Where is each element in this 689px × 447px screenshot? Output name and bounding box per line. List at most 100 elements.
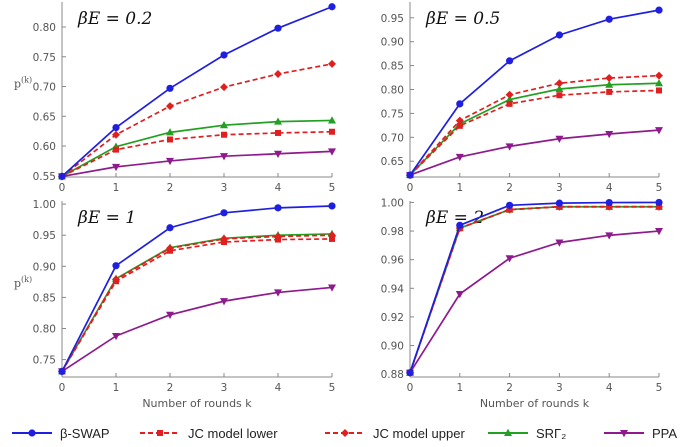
y-tick-label: 1.00 (33, 199, 56, 211)
data-point-ppa (166, 157, 174, 166)
data-point-swap (655, 6, 663, 14)
data-point-swap (274, 204, 282, 212)
data-point-ppa (328, 148, 336, 156)
series-jcl (407, 203, 662, 376)
y-tick-label: 0.75 (33, 52, 56, 64)
series-swap (406, 6, 663, 179)
x-tick-label: 0 (407, 382, 414, 394)
y-tick-label: 0.70 (33, 82, 56, 94)
legend-label-ppa: PPA (652, 426, 677, 441)
x-tick-label: 2 (506, 382, 513, 394)
x-tick-label: 4 (606, 182, 613, 194)
data-point-swap (406, 369, 414, 377)
data-point-jcu (274, 70, 282, 79)
series-line-swap (61, 5, 333, 178)
legend-marker-ppa (620, 430, 628, 438)
series-line-jcl (409, 205, 659, 373)
data-point-srg (655, 79, 663, 87)
data-point-jcu (328, 59, 336, 68)
y-tick-label: 0.80 (381, 85, 404, 97)
data-point-swap (58, 172, 66, 181)
y-tick-label: 0.65 (381, 156, 404, 168)
legend-label-srg: SRΓ₂ (536, 426, 566, 441)
data-point-ppa (328, 284, 336, 292)
data-point-jcl (506, 100, 513, 107)
data-point-jcu (605, 74, 614, 83)
data-point-ppa (605, 232, 614, 240)
data-point-ppa (605, 130, 614, 139)
series-line-srg (409, 82, 660, 176)
data-point-srg (605, 80, 614, 88)
legend-marker-jcu (341, 429, 349, 437)
data-point-jcu (328, 231, 336, 240)
y-tick-label: 0.96 (381, 255, 405, 267)
series-line-ppa (61, 150, 333, 178)
y-tick-label: 0.90 (33, 261, 56, 273)
data-point-swap (555, 199, 564, 207)
data-point-jcu (166, 102, 174, 111)
data-point-ppa (505, 143, 514, 151)
x-tick-label: 5 (329, 182, 336, 194)
data-point-srg (274, 117, 282, 125)
data-point-swap (328, 3, 336, 11)
data-point-srg (505, 95, 514, 103)
series-ppa (406, 127, 663, 180)
data-point-jcl (329, 128, 335, 135)
data-point-swap (655, 198, 663, 207)
y-tick-label: 0.75 (33, 355, 56, 367)
legend-item-ppa: PPA (604, 426, 677, 441)
series-line-ppa (409, 129, 660, 176)
series-line-jcu (409, 205, 659, 373)
series-line-swap (409, 9, 660, 176)
series-line-jcl (61, 130, 333, 178)
data-point-srg (555, 84, 564, 93)
data-point-swap (605, 15, 613, 23)
data-point-swap (506, 201, 514, 209)
chart-panel-top-left: 0.55 0.60 0.65 0.70 0.75 0.80 0 1 2 3 4 5 p(k) βE = 0… (14, 2, 336, 194)
data-point-jcl (656, 87, 662, 94)
x-tick-label: 5 (656, 182, 663, 194)
legend-marker-swap (28, 429, 36, 437)
data-point-jcu (166, 244, 174, 253)
y-tick-label: 0.75 (381, 108, 404, 120)
y-tick-label: 0.94 (381, 283, 405, 295)
data-point-jcu (220, 83, 228, 92)
data-point-ppa (655, 228, 663, 236)
data-point-swap (166, 84, 174, 92)
x-tick-label: 4 (275, 182, 282, 194)
x-tick-label: 0 (59, 382, 66, 394)
legend-item-jcl: JC model lower (140, 426, 278, 441)
x-tick-label: 3 (556, 182, 563, 194)
y-axis-label: p(k) (14, 275, 32, 290)
data-point-swap (506, 57, 514, 65)
data-point-jcu (274, 232, 282, 241)
data-point-swap (555, 31, 564, 39)
x-tick-label: 4 (606, 382, 613, 394)
series-line-swap (409, 201, 660, 373)
x-tick-label: 3 (221, 382, 228, 394)
data-point-jcl (275, 129, 281, 136)
data-point-jcu (112, 130, 120, 139)
series-line-srg (409, 205, 659, 373)
data-point-ppa (455, 291, 464, 299)
y-tick-label: 0.85 (381, 61, 404, 73)
x-axis-label: Number of rounds k (480, 397, 590, 410)
chart-panel-bottom-left: 0.75 0.80 0.85 0.90 0.95 1.00 0 1 2 3 4 5 p(k) Number… (14, 199, 336, 410)
series-line-jcu (409, 74, 660, 176)
x-tick-label: 5 (329, 382, 336, 394)
data-point-ppa (555, 239, 564, 247)
x-tick-label: 1 (113, 182, 120, 194)
data-point-swap (274, 24, 282, 32)
panel-title: βE = 0.5 (425, 9, 500, 29)
y-tick-label: 0.80 (33, 22, 56, 34)
series-line-jcu (61, 234, 333, 372)
x-axis-label: Number of rounds k (142, 397, 252, 410)
panel-title: βE = 2 (425, 208, 484, 228)
panel-title: βE = 1 (77, 208, 136, 228)
data-point-swap (220, 209, 228, 217)
x-tick-label: 5 (656, 382, 663, 394)
data-point-ppa (274, 150, 282, 158)
data-point-ppa (112, 332, 120, 341)
series-line-swap (61, 205, 333, 372)
